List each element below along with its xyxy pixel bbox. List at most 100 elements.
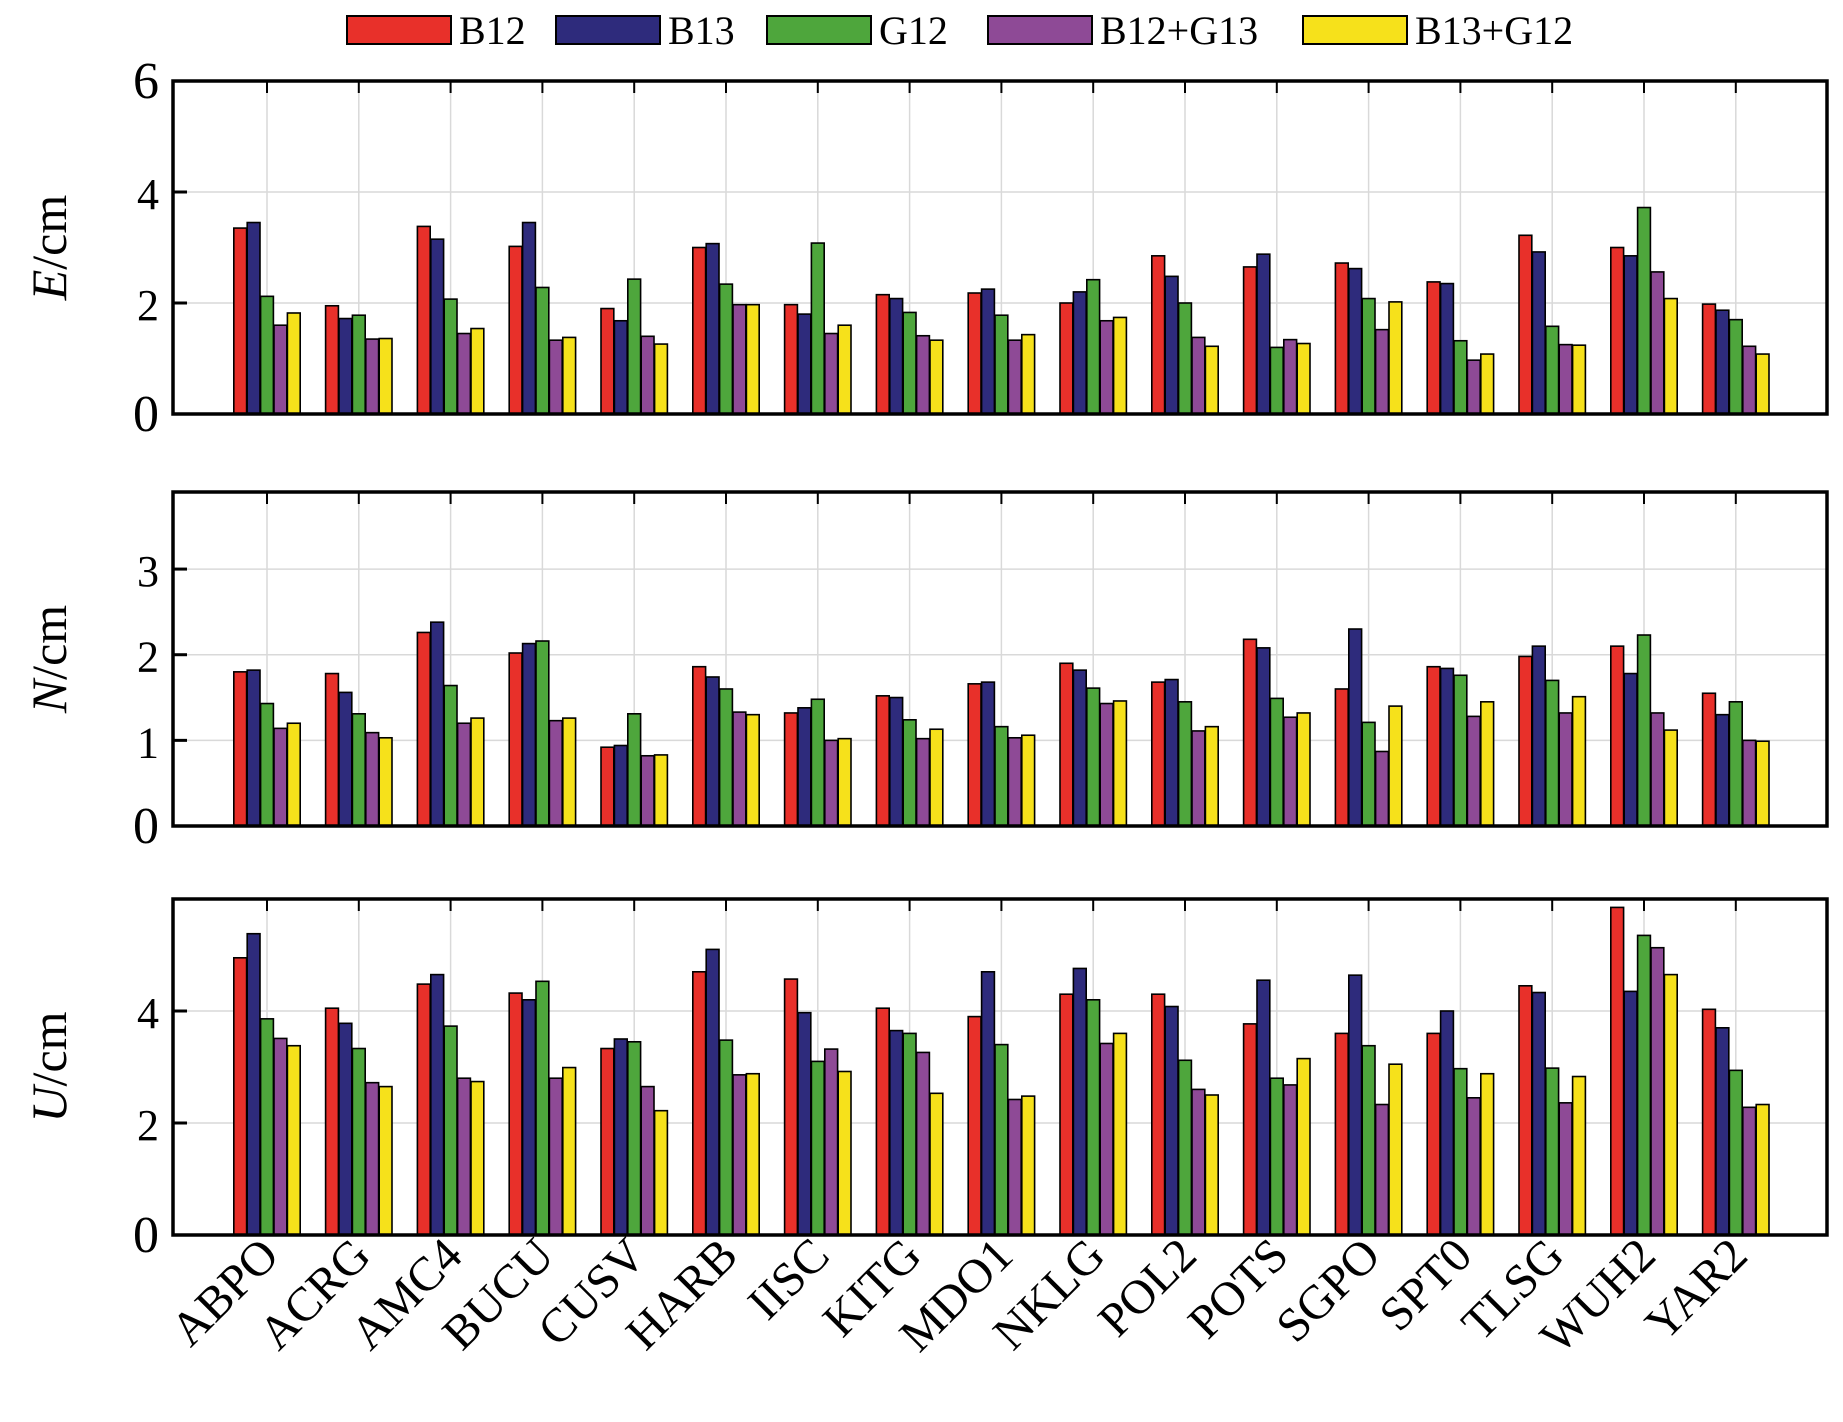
legend-swatch bbox=[346, 15, 452, 45]
bar-bucu-b12-plus-g13 bbox=[548, 339, 564, 415]
bar-pots-b13-plus-g12 bbox=[1296, 712, 1311, 827]
bar-cusv-b12 bbox=[600, 746, 615, 827]
bar-amc4-g12 bbox=[443, 1025, 458, 1236]
bar-pots-b13-plus-g12 bbox=[1296, 342, 1311, 415]
bar-cusv-b13 bbox=[613, 1038, 629, 1236]
bar-wuh2-g12 bbox=[1636, 934, 1652, 1236]
bar-nklg-g12 bbox=[1086, 278, 1101, 415]
bar-abpo-b13-plus-g12 bbox=[286, 722, 301, 827]
bar-mdo1-b13 bbox=[980, 970, 996, 1236]
bar-kitg-b13-plus-g12 bbox=[929, 1092, 944, 1236]
bar-cusv-b13 bbox=[613, 744, 629, 827]
bar-tlsg-b13-plus-g12 bbox=[1571, 695, 1587, 827]
y-tick-label: 3 bbox=[137, 547, 159, 596]
bar-harb-g12 bbox=[718, 283, 734, 415]
bar-nklg-b12-plus-g13 bbox=[1099, 1042, 1114, 1236]
bar-wuh2-b12-plus-g13 bbox=[1650, 271, 1665, 415]
bar-pots-b13 bbox=[1256, 253, 1271, 415]
legend-label: B13+G12 bbox=[1415, 8, 1573, 53]
bar-wuh2-b12 bbox=[1610, 645, 1625, 827]
bar-tlsg-b12 bbox=[1518, 984, 1533, 1236]
bar-amc4-b12-plus-g13 bbox=[456, 332, 472, 415]
bar-kitg-b12-plus-g13 bbox=[915, 737, 931, 827]
bar-kitg-b12 bbox=[875, 695, 891, 827]
legend-swatch bbox=[1302, 15, 1408, 45]
bar-tlsg-b13 bbox=[1531, 645, 1547, 827]
bar-bucu-b12 bbox=[508, 652, 523, 827]
bar-spt0-b13 bbox=[1439, 1010, 1455, 1236]
bar-kitg-b13-plus-g12 bbox=[929, 728, 944, 827]
bar-kitg-g12 bbox=[902, 311, 917, 415]
legend-label: B13 bbox=[668, 8, 735, 53]
panel-e: 0 2 4 6 E/cm bbox=[21, 53, 1829, 443]
y-axis-label-variable: U bbox=[21, 1084, 77, 1123]
bar-amc4-b12 bbox=[416, 631, 431, 827]
bar-pots-b12 bbox=[1242, 638, 1258, 827]
bar-group-bucu bbox=[508, 640, 577, 827]
bar-sgpo-b13 bbox=[1348, 267, 1363, 415]
bar-kitg-g12 bbox=[902, 1032, 917, 1236]
bar-abpo-b12-plus-g13 bbox=[273, 1037, 288, 1236]
bar-amc4-b13-plus-g12 bbox=[470, 717, 485, 827]
legend-swatch bbox=[555, 15, 661, 45]
bar-group-amc4 bbox=[416, 225, 485, 415]
bar-pol2-b13-plus-g12 bbox=[1204, 345, 1220, 415]
bar-tlsg-b12-plus-g13 bbox=[1558, 1102, 1573, 1236]
bar-pol2-b12-plus-g13 bbox=[1191, 336, 1206, 415]
bar-spt0-b12 bbox=[1426, 665, 1441, 827]
bar-wuh2-g12 bbox=[1636, 634, 1652, 827]
bar-cusv-g12 bbox=[626, 1041, 642, 1236]
bar-group-pots bbox=[1242, 253, 1311, 415]
bar-group-kitg bbox=[875, 293, 944, 415]
bar-yar2-g12 bbox=[1728, 1069, 1744, 1236]
bar-iisc-b13-plus-g12 bbox=[837, 1070, 852, 1236]
bar-mdo1-b12 bbox=[967, 683, 982, 827]
bar-pots-g12 bbox=[1269, 697, 1285, 827]
bar-mdo1-g12 bbox=[994, 314, 1009, 415]
bar-acrg-b12-plus-g13 bbox=[364, 731, 380, 827]
bar-bucu-b13-plus-g12 bbox=[561, 1066, 577, 1236]
bar-pol2-b12 bbox=[1151, 993, 1166, 1236]
bar-group-amc4 bbox=[416, 973, 485, 1236]
y-axis-label-unit: /cm bbox=[21, 605, 77, 680]
bar-kitg-g12 bbox=[902, 719, 917, 827]
y-tick-label: 2 bbox=[137, 633, 159, 682]
bar-pol2-b13 bbox=[1164, 275, 1179, 415]
bar-mdo1-g12 bbox=[994, 1043, 1009, 1236]
legend: B12 B13 G12 B12+G13 B13+G12 bbox=[346, 8, 1573, 53]
bar-pots-g12 bbox=[1269, 346, 1285, 415]
bar-group-abpo bbox=[233, 221, 301, 415]
bar-spt0-b12 bbox=[1426, 281, 1441, 415]
legend-entry-b12-plus-g13: B12+G13 bbox=[987, 8, 1258, 53]
axes-frame bbox=[171, 79, 1829, 416]
bar-kitg-b12 bbox=[875, 293, 891, 415]
bar-yar2-b12 bbox=[1701, 692, 1717, 827]
legend-entry-b13-plus-g12: B13+G12 bbox=[1302, 8, 1573, 53]
bar-harb-b13-plus-g12 bbox=[745, 1072, 761, 1236]
bar-wuh2-b13 bbox=[1623, 672, 1638, 827]
bar-iisc-b12-plus-g13 bbox=[823, 332, 839, 415]
bar-acrg-b13-plus-g12 bbox=[378, 736, 393, 827]
bar-yar2-b13 bbox=[1715, 309, 1730, 415]
bar-nklg-g12 bbox=[1086, 998, 1101, 1236]
bar-pots-b12-plus-g13 bbox=[1283, 1084, 1298, 1236]
bar-wuh2-b13 bbox=[1623, 990, 1638, 1236]
bar-group-iisc bbox=[783, 698, 852, 827]
bar-kitg-b13 bbox=[888, 1029, 904, 1236]
bar-yar2-b12 bbox=[1701, 1008, 1717, 1236]
bar-group-harb bbox=[691, 665, 761, 827]
bar-bucu-b13-plus-g12 bbox=[561, 336, 577, 415]
bar-cusv-b13-plus-g12 bbox=[653, 754, 669, 827]
bar-pots-b13 bbox=[1256, 979, 1271, 1236]
bar-amc4-g12 bbox=[443, 298, 458, 415]
bar-mdo1-b13 bbox=[980, 681, 996, 827]
bar-group-spt0 bbox=[1426, 1010, 1495, 1236]
bar-kitg-b12-plus-g13 bbox=[915, 1051, 931, 1236]
bar-group-pol2 bbox=[1151, 255, 1220, 415]
bar-spt0-b12-plus-g13 bbox=[1466, 1097, 1482, 1236]
bar-harb-b12 bbox=[691, 970, 707, 1236]
bar-group-iisc bbox=[783, 242, 852, 415]
bar-harb-b12-plus-g13 bbox=[732, 711, 747, 827]
